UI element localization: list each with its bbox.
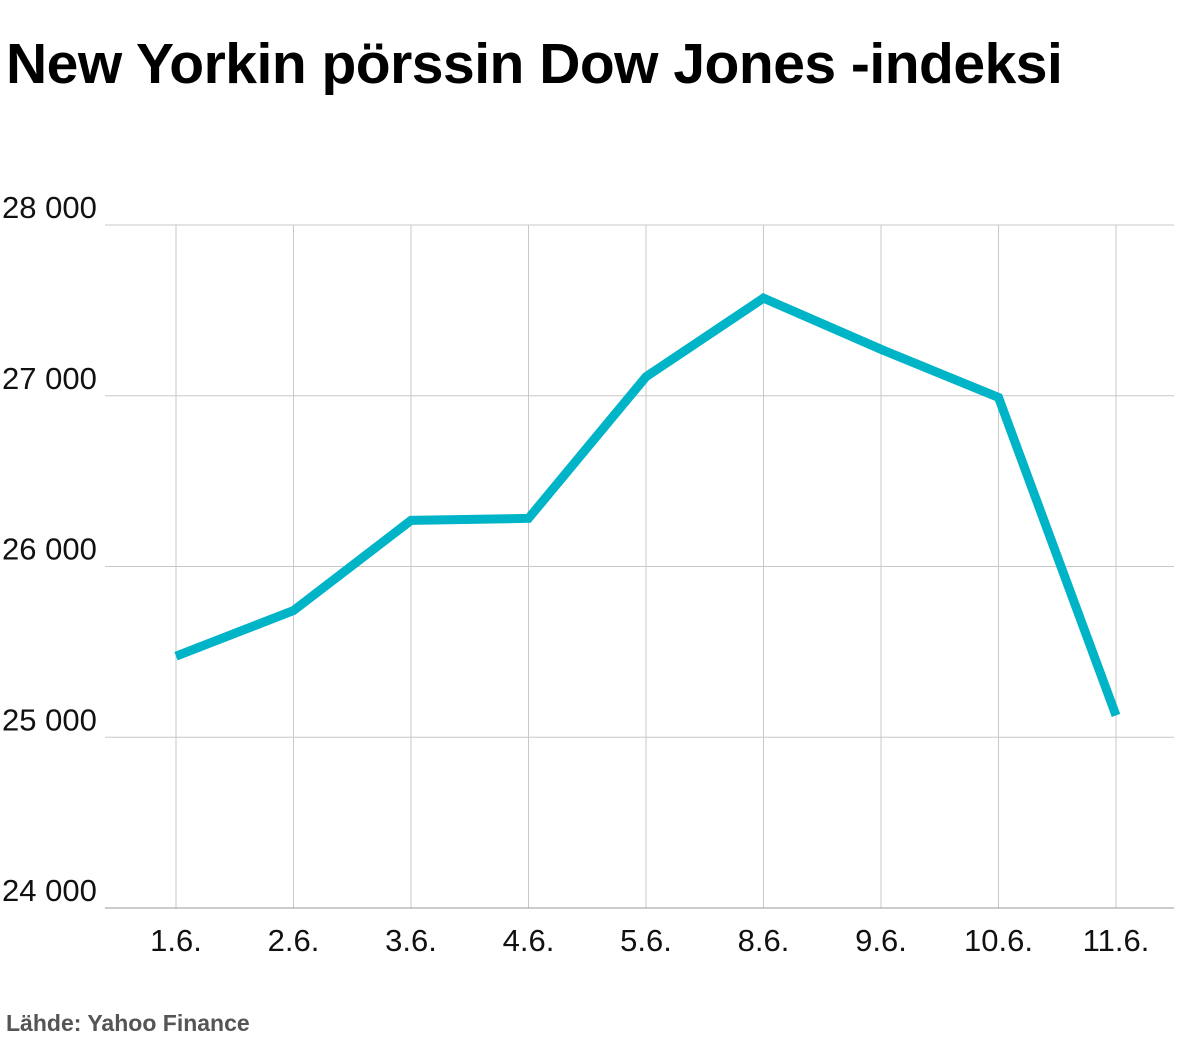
x-tick-label: 2.6.	[268, 923, 320, 958]
source-note: Lähde: Yahoo Finance	[6, 1010, 250, 1036]
x-axis-tick-labels: 1.6. 2.6. 3.6. 4.6. 5.6. 8.6. 9.6. 10.6. 11.6.	[150, 923, 1149, 958]
series-line	[174, 292, 1121, 717]
chart-title: New Yorkin pörssin Dow Jones -indeksi	[6, 32, 1063, 96]
x-tick-label: 11.6.	[1083, 923, 1150, 958]
x-tick-label: 8.6.	[738, 923, 790, 958]
y-tick-label: 24 000	[2, 873, 97, 908]
x-tick-label: 4.6.	[503, 923, 555, 958]
y-tick-label: 25 000	[2, 702, 97, 737]
x-tick-label: 9.6.	[855, 923, 907, 958]
y-tick-label: 26 000	[2, 532, 97, 567]
y-tick-label: 27 000	[2, 361, 97, 396]
x-tick-label: 5.6.	[620, 923, 672, 958]
x-tick-label: 10.6.	[964, 923, 1033, 958]
x-tick-label: 1.6.	[150, 923, 202, 958]
y-axis-tick-labels: 24 000 25 000 26 000 27 000 28 000	[2, 190, 97, 908]
y-tick-label: 28 000	[2, 190, 97, 225]
horizontal-gridlines	[105, 224, 1174, 909]
line-chart: 24 000 25 000 26 000 27 000 28 000 1.6. 2.6. 3…	[2, 190, 1174, 958]
series-group	[174, 292, 1121, 717]
x-tick-label: 3.6.	[385, 923, 437, 958]
